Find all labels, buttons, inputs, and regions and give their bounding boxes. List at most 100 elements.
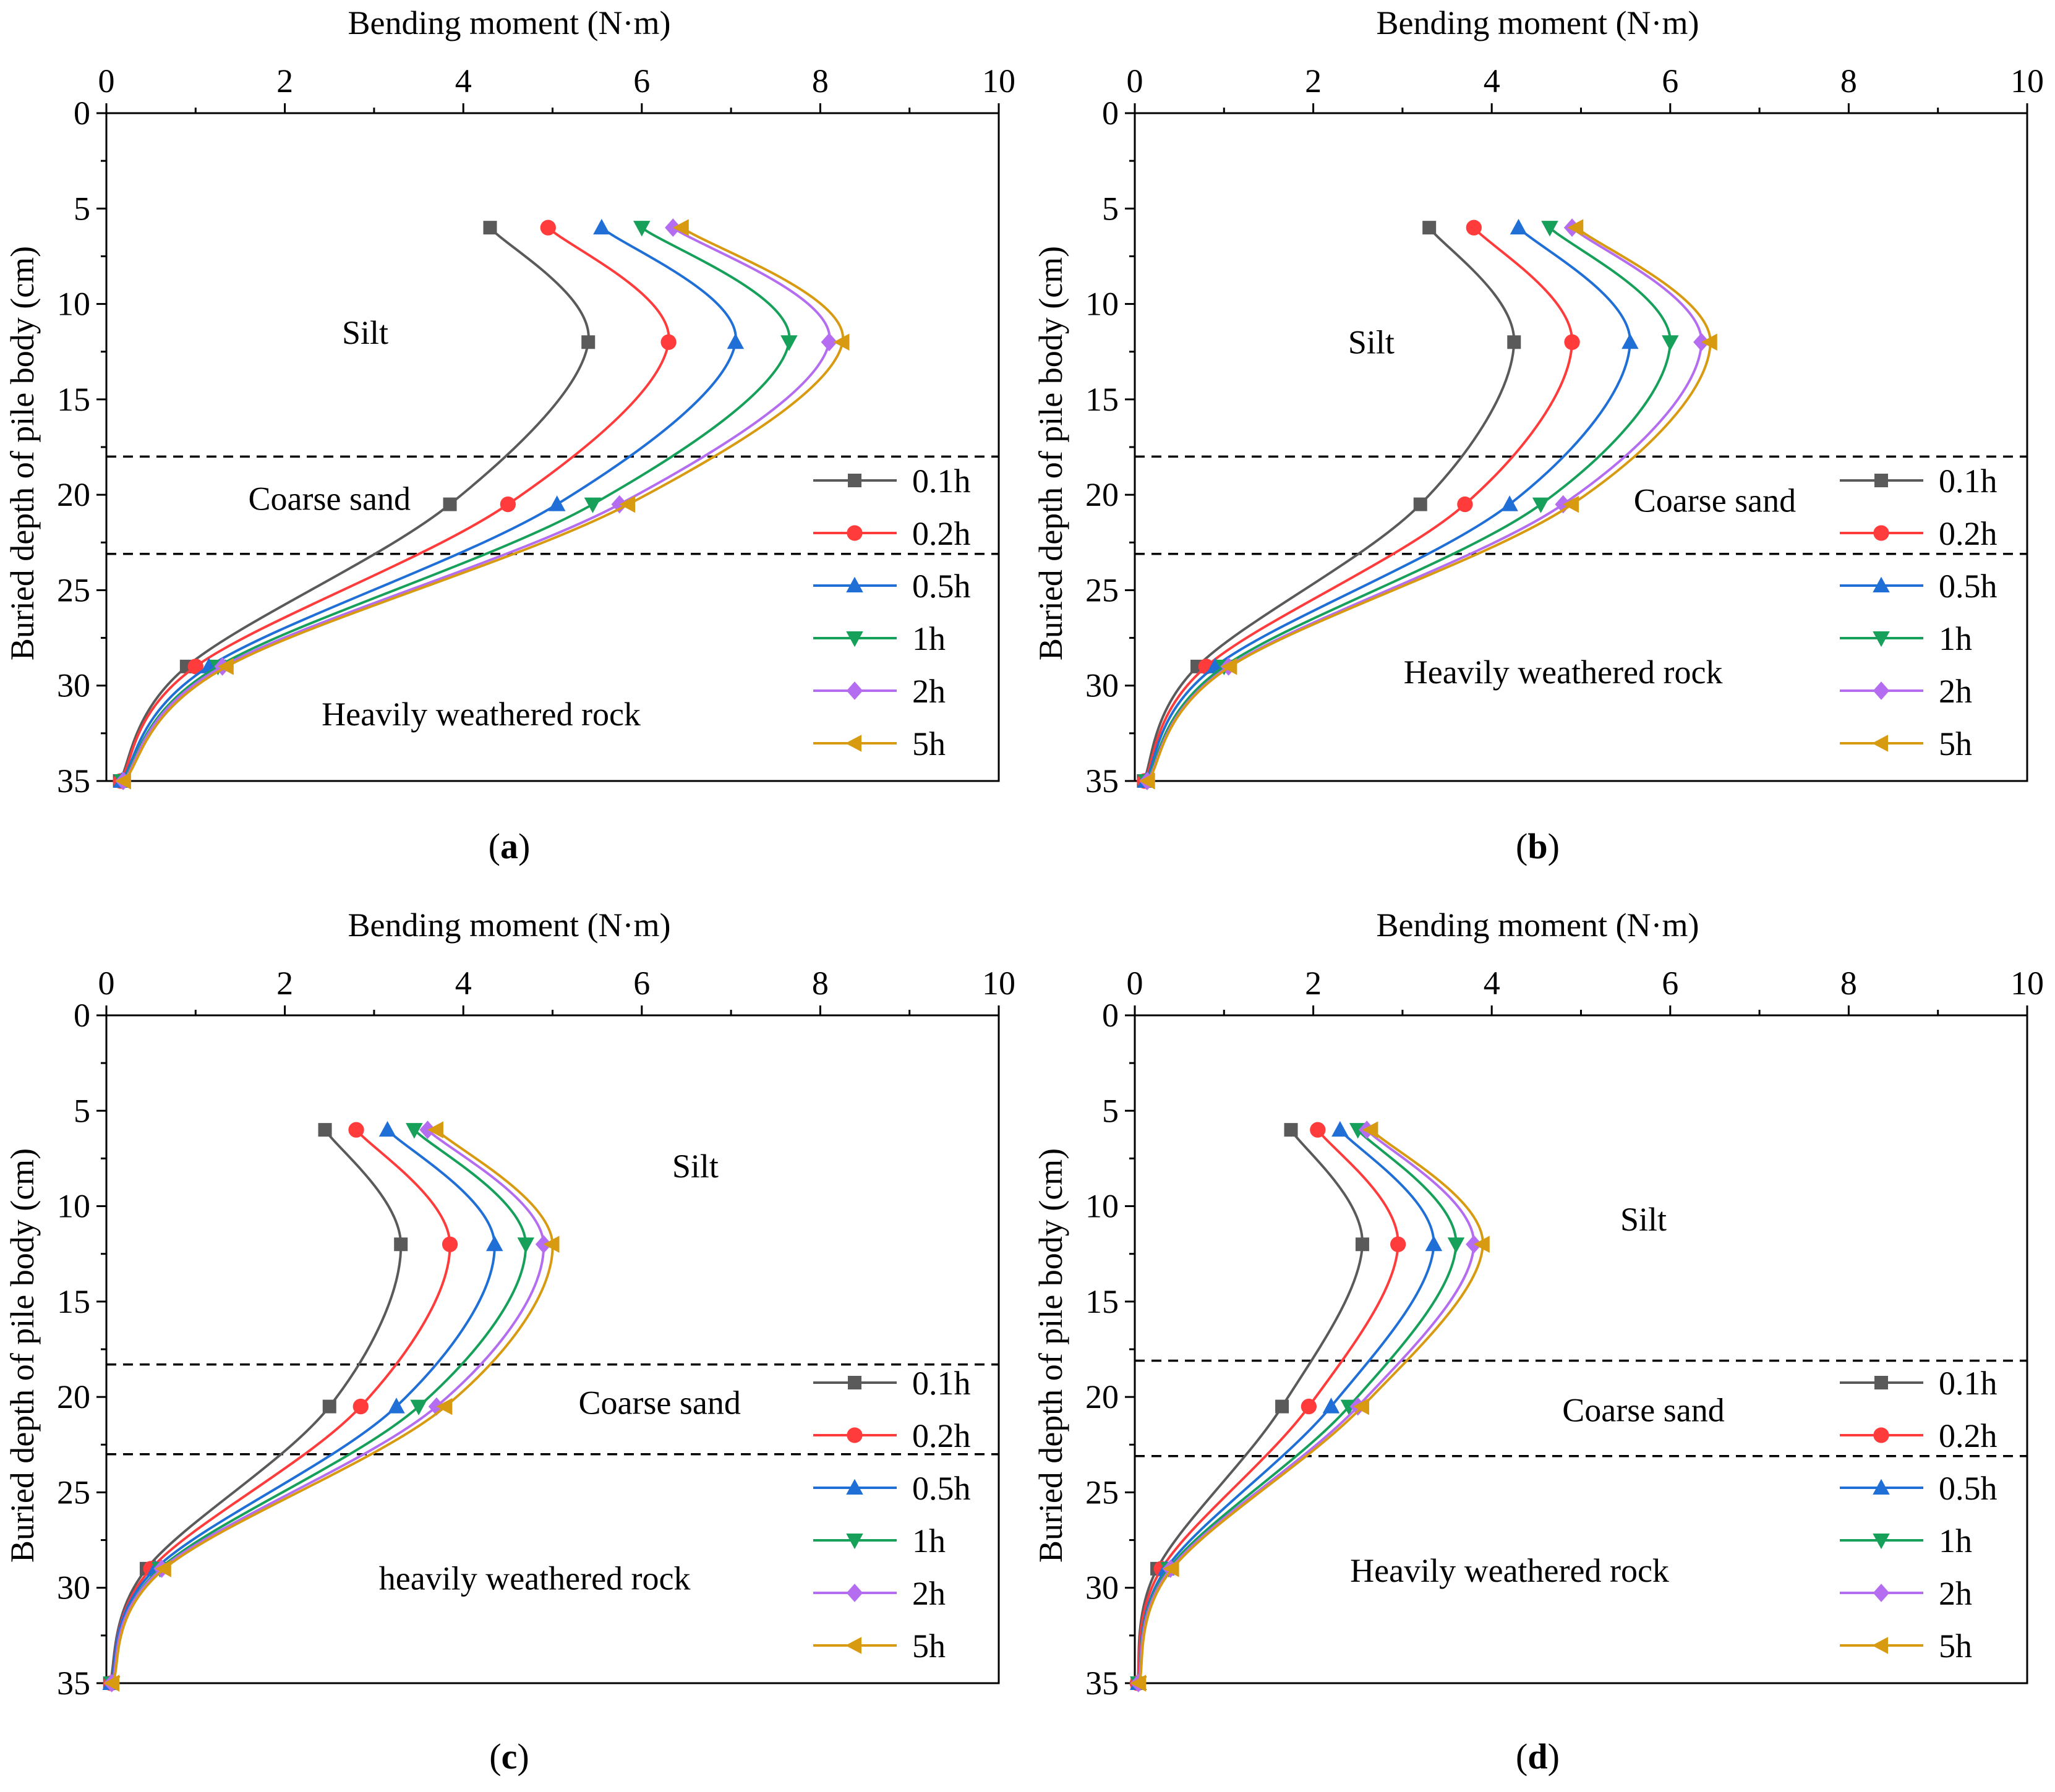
x-tick-label: 10 xyxy=(2010,965,2044,1002)
data-point-5h xyxy=(436,1397,453,1415)
data-point-0.2h xyxy=(352,1398,369,1415)
layer-label: Heavily weathered rock xyxy=(1404,654,1723,691)
data-point-5h xyxy=(1567,219,1584,236)
legend-label: 0.1h xyxy=(1939,463,1997,500)
data-point-0.5h xyxy=(1621,333,1639,349)
x-tick-label: 2 xyxy=(1305,62,1322,100)
y-tick-label: 5 xyxy=(1102,1092,1119,1129)
legend-label: 2h xyxy=(1939,1575,1972,1612)
data-point-5h xyxy=(543,1235,560,1253)
x-tick-label: 8 xyxy=(1840,965,1857,1002)
legend-marker-1h xyxy=(1873,1534,1890,1550)
legend-label: 5h xyxy=(1939,1628,1972,1665)
data-point-0.5h xyxy=(1425,1235,1443,1252)
legend-label: 2h xyxy=(912,673,946,710)
panel-label: (b) xyxy=(1516,826,1560,866)
legend-marker-0.1h xyxy=(848,1376,861,1389)
plot-frame xyxy=(105,112,1000,782)
y-tick-label: 20 xyxy=(1085,1378,1119,1415)
y-tick-label: 15 xyxy=(1085,1283,1119,1320)
x-tick-label: 0 xyxy=(1127,965,1143,1002)
data-point-1h xyxy=(584,497,602,513)
chart-panel-d: 0 2 4 6 8 10 0 5 10 15 20 25 30 35 Bending moment (N·m… xyxy=(1032,907,2044,1777)
series-line-1h xyxy=(1145,226,1672,782)
y-tick-label: 25 xyxy=(57,1474,90,1511)
y-tick-label: 35 xyxy=(57,1665,90,1702)
data-point-0.5h xyxy=(1331,1120,1349,1137)
x-tick-label: 6 xyxy=(633,62,650,100)
y-tick-label: 35 xyxy=(57,762,90,800)
legend-label: 0.2h xyxy=(1939,515,1997,552)
data-point-1h xyxy=(1447,1237,1465,1253)
layer-label: Silt xyxy=(1348,323,1395,361)
y-tick-label: 0 xyxy=(74,997,90,1034)
y-tick-label: 20 xyxy=(57,1378,90,1415)
data-point-0.2h xyxy=(500,496,516,513)
data-point-2h xyxy=(821,333,838,352)
legend-marker-0.5h xyxy=(1873,1478,1890,1495)
layer-label: Coarse sand xyxy=(1634,482,1796,519)
data-point-0.5h xyxy=(388,1397,405,1414)
x-axis-title: Bending moment (N·m) xyxy=(348,4,671,41)
y-tick-label: 0 xyxy=(74,95,90,132)
y-tick-label: 30 xyxy=(57,667,90,704)
legend-label: 5h xyxy=(1939,725,1972,762)
data-point-0.2h xyxy=(1564,334,1580,350)
legend-marker-5h xyxy=(845,735,861,752)
x-tick-label: 6 xyxy=(1662,965,1678,1002)
panel-label: (a) xyxy=(489,826,531,866)
legend-label: 0.5h xyxy=(1939,1470,1997,1507)
legend-label: 0.1h xyxy=(912,463,971,500)
data-point-5h xyxy=(833,333,850,351)
x-tick-label: 2 xyxy=(1305,965,1322,1002)
data-point-1h xyxy=(1532,497,1550,513)
y-tick-label: 15 xyxy=(1085,381,1119,418)
legend-label: 0.1h xyxy=(912,1365,971,1402)
legend-label: 0.2h xyxy=(1939,1417,1997,1454)
x-tick-label: 8 xyxy=(1840,62,1857,100)
data-point-0.2h xyxy=(1466,220,1482,236)
legend-marker-0.5h xyxy=(846,1478,863,1495)
y-tick-label: 30 xyxy=(57,1569,90,1606)
data-point-0.1h xyxy=(443,497,457,511)
data-point-5h xyxy=(155,1560,171,1577)
legend: 0.1h 0.2h 0.5h 1h 2h 5h xyxy=(813,463,971,762)
data-point-0.1h xyxy=(1413,497,1427,511)
chart-panel-c: 0 2 4 6 8 10 0 5 10 15 20 25 30 35 Bending moment (N·m… xyxy=(4,907,1015,1777)
legend-label: 0.2h xyxy=(912,515,971,552)
legend-label: 0.5h xyxy=(1939,568,1997,605)
y-tick-label: 25 xyxy=(1085,1474,1119,1511)
data-point-0.1h xyxy=(318,1123,332,1137)
legend-marker-0.5h xyxy=(1873,576,1890,592)
legend-marker-0.2h xyxy=(847,525,863,541)
data-point-0.2h xyxy=(660,334,677,350)
data-point-0.2h xyxy=(1310,1122,1326,1138)
data-point-0.2h xyxy=(187,659,203,675)
data-point-0.2h xyxy=(1390,1236,1406,1252)
legend: 0.1h 0.2h 0.5h 1h 2h 5h xyxy=(813,1365,971,1665)
y-axis-title: Buried depth of pile body (cm) xyxy=(4,1148,41,1563)
legend-marker-0.1h xyxy=(1874,474,1888,487)
legend-label: 2h xyxy=(912,1575,946,1612)
x-tick-label: 2 xyxy=(276,62,293,100)
legend-marker-2h xyxy=(846,681,863,700)
x-axis-title: Bending moment (N·m) xyxy=(348,907,671,944)
data-point-0.1h xyxy=(1355,1237,1369,1252)
y-axis-title: Buried depth of pile body (cm) xyxy=(1032,246,1069,660)
y-tick-label: 10 xyxy=(57,1188,90,1225)
data-point-0.1h xyxy=(394,1237,408,1252)
legend-marker-0.2h xyxy=(1873,525,1889,541)
legend-marker-1h xyxy=(846,1534,863,1550)
data-point-0.1h xyxy=(1275,1399,1289,1414)
data-point-0.2h xyxy=(348,1122,364,1138)
legend: 0.1h 0.2h 0.5h 1h 2h 5h xyxy=(1840,1365,1997,1665)
data-point-0.1h xyxy=(322,1399,336,1414)
x-tick-label: 4 xyxy=(1484,62,1500,100)
legend-label: 2h xyxy=(1939,673,1972,710)
data-point-0.1h xyxy=(483,221,497,235)
y-tick-label: 15 xyxy=(57,1283,90,1320)
data-point-5h xyxy=(1473,1235,1490,1253)
y-tick-label: 5 xyxy=(74,190,90,227)
data-point-5h xyxy=(1139,772,1155,790)
data-point-5h xyxy=(1701,333,1717,351)
